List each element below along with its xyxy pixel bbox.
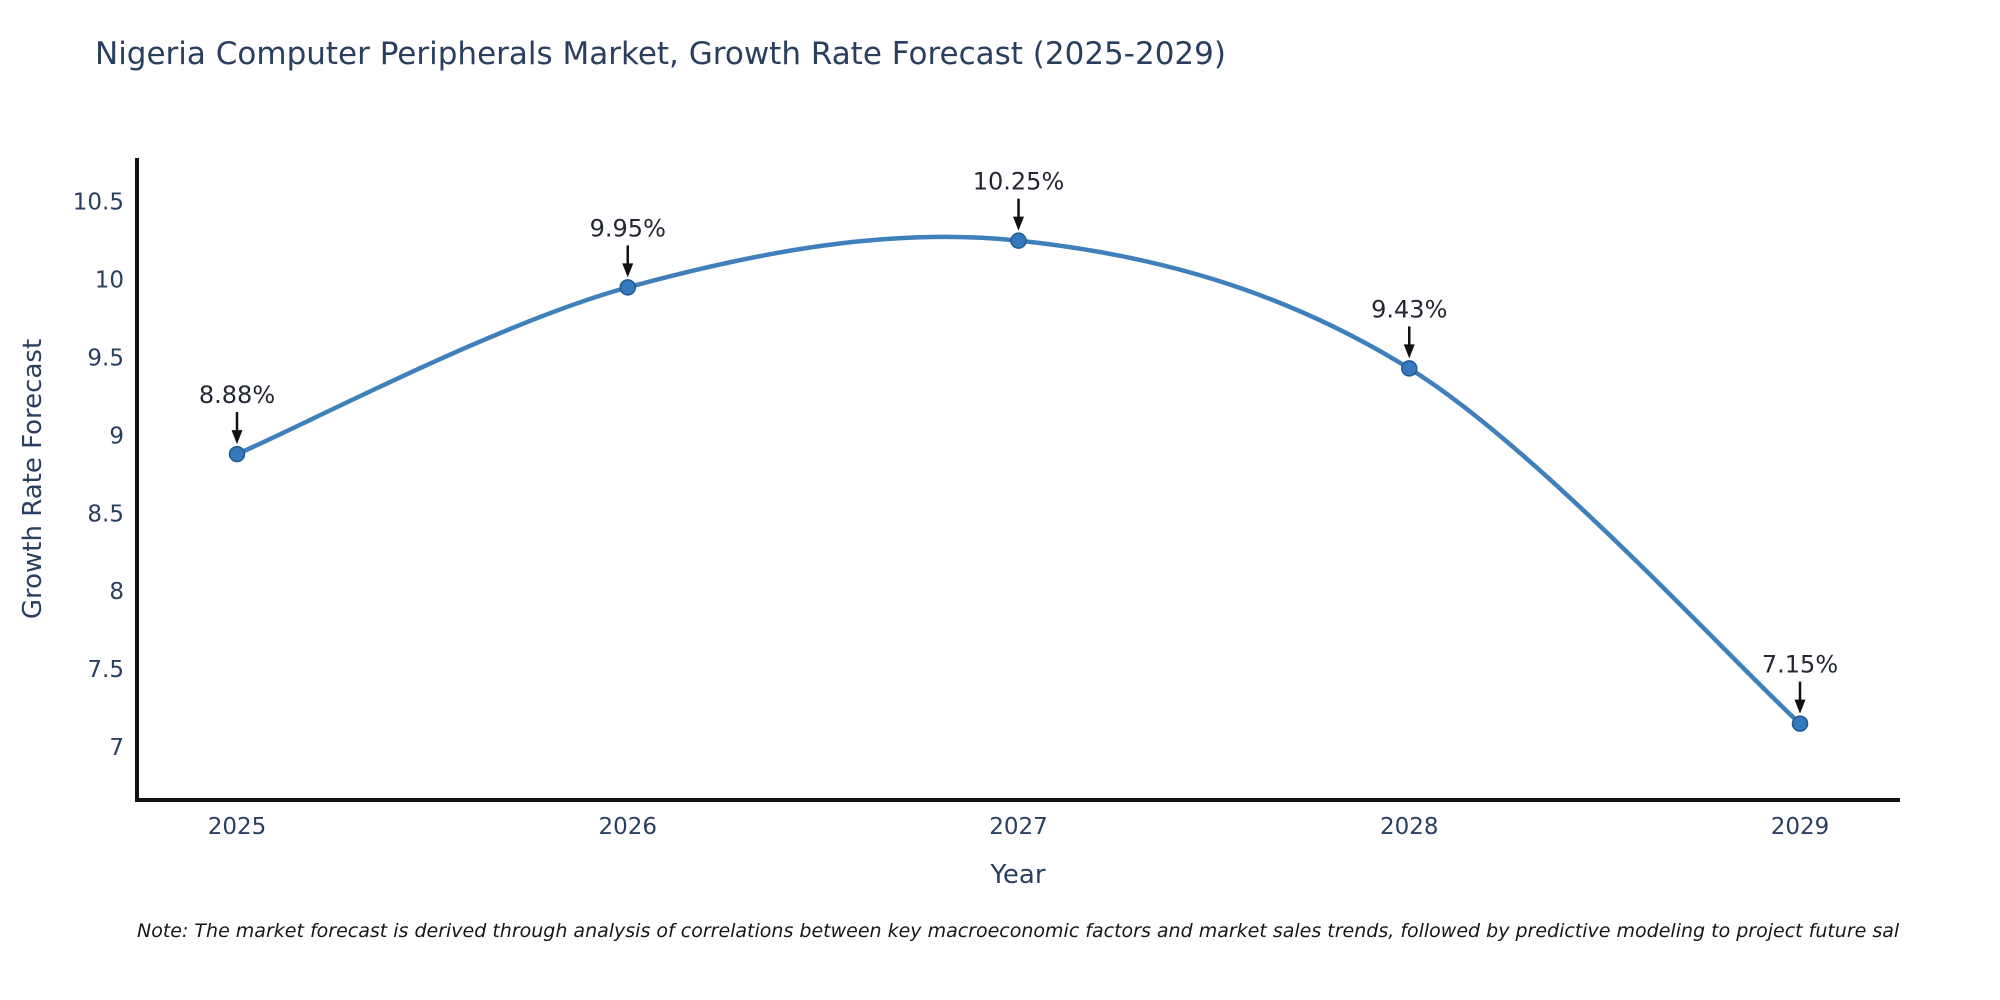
- data-point-label: 8.88%: [199, 381, 275, 409]
- annotation-arrowhead-icon: [1013, 216, 1024, 231]
- x-tick-label: 2027: [989, 814, 1048, 840]
- x-tick-label: 2029: [1771, 814, 1830, 840]
- y-tick-label: 10.5: [73, 190, 124, 216]
- annotation-arrowhead-icon: [1403, 344, 1415, 359]
- y-axis-title: Growth Rate Forecast: [18, 338, 48, 620]
- x-tick-label: 2025: [208, 814, 267, 840]
- forecast-line: [234, 234, 1803, 726]
- data-point-marker[interactable]: [1401, 360, 1418, 377]
- chart-title: Nigeria Computer Peripherals Market, Gro…: [95, 36, 1226, 72]
- annotation-arrowhead-icon: [231, 430, 243, 445]
- data-point-label: 9.43%: [1371, 295, 1447, 323]
- x-tick-label: 2028: [1380, 814, 1439, 840]
- data-point-marker[interactable]: [228, 445, 246, 463]
- y-tick-label: 9: [109, 423, 124, 449]
- y-tick-label: 8: [109, 579, 124, 605]
- y-tick-label: 10: [95, 268, 124, 294]
- y-tick-label: 7.5: [87, 657, 124, 683]
- data-point-label: 7.15%: [1762, 651, 1838, 679]
- y-tick-label: 9.5: [87, 346, 124, 372]
- y-tick-label: 7: [109, 735, 124, 761]
- data-point-marker[interactable]: [619, 279, 636, 296]
- y-tick-label: 8.5: [87, 501, 124, 527]
- annotation-arrowhead-icon: [1794, 699, 1806, 714]
- data-point-marker[interactable]: [1010, 232, 1027, 249]
- footnote: Note: The market forecast is derived thr…: [137, 920, 1900, 942]
- annotation-arrowhead-icon: [622, 263, 634, 278]
- x-axis-title: Year: [990, 860, 1046, 890]
- data-point-marker[interactable]: [1791, 715, 1809, 732]
- data-point-label: 9.95%: [590, 214, 666, 242]
- x-tick-label: 2026: [598, 814, 657, 840]
- data-point-label: 10.25%: [973, 168, 1065, 196]
